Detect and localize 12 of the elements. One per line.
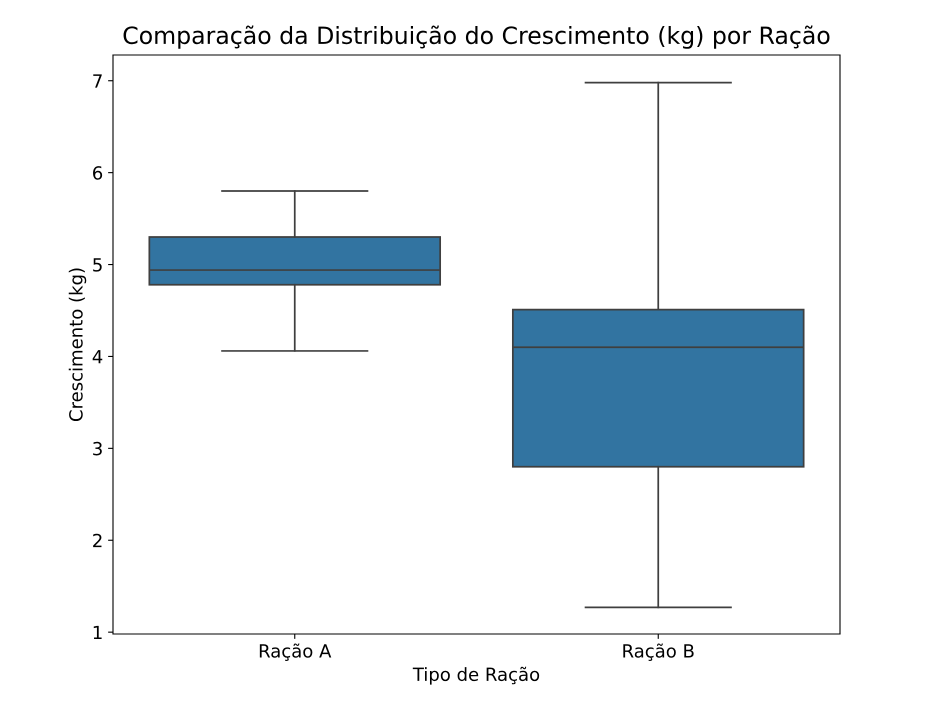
- x-axis-title: Tipo de Ração: [412, 666, 540, 685]
- y-tick-label: 4: [92, 350, 102, 364]
- x-tick-label: Ração B: [623, 643, 694, 661]
- y-tick-label: 1: [94, 626, 102, 640]
- y-tick-label: 6: [93, 166, 102, 180]
- x-tick-label: Ração A: [260, 643, 332, 661]
- y-tick-label: 5: [93, 258, 102, 272]
- chart-title: Comparação da Distribuição do Crescimento (kg) por Ração: [124, 26, 830, 49]
- y-axis-title: Crescimento (kg): [68, 268, 86, 422]
- y-tick-label: 3: [93, 442, 102, 456]
- y-tick-label: 7: [93, 74, 102, 88]
- y-tick-label: 2: [93, 534, 102, 548]
